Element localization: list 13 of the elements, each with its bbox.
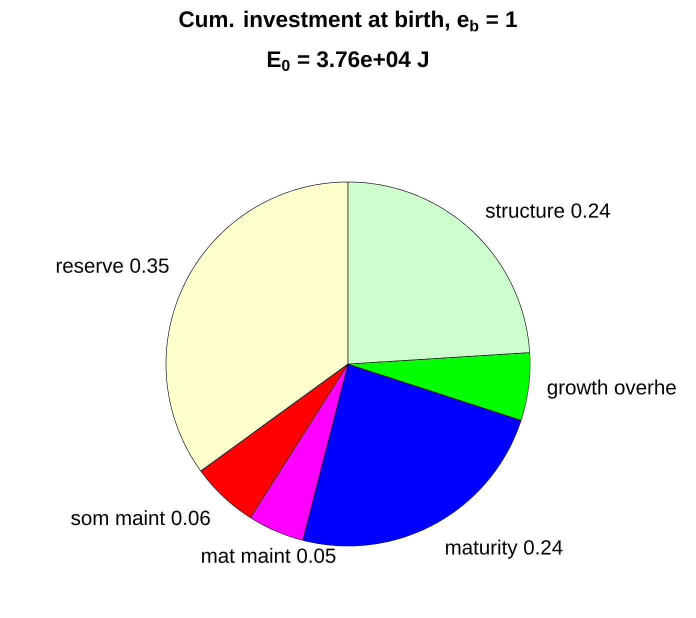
slice-label: som maint [71, 510, 165, 526]
data-label: 0.24 [524, 540, 563, 555]
data-label: 0.05 [297, 548, 336, 563]
chart-title: Cum. investment at birth, e$_{b}$ = 1 [179, 10, 517, 32]
data-label: 0.24 [571, 203, 610, 218]
data-label: 0.35 [130, 258, 169, 273]
chart-subtitle: E$_{0}$ = 3.76e+04 J [268, 51, 428, 71]
slice-label: mat maint [202, 548, 291, 563]
data-label: 0.06 [172, 510, 210, 526]
slice-label: growth overhe [548, 380, 676, 399]
slice-label: maturity [446, 540, 518, 559]
slice-label: structure [486, 204, 564, 218]
slice-label: reserve [56, 262, 123, 273]
